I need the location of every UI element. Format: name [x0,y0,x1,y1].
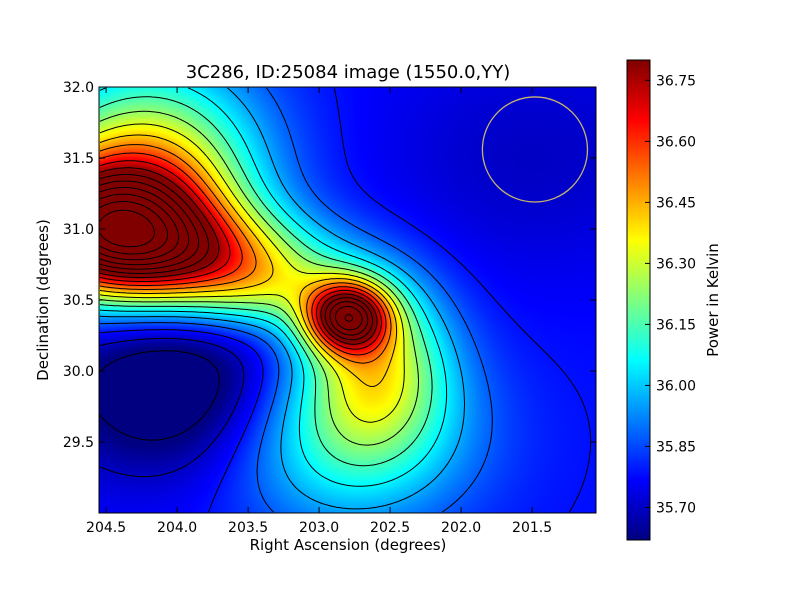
contour-level-2 [99,337,245,478]
contour-level-5 [99,87,465,510]
contour-lines [99,87,592,513]
x-tick-label: 202.5 [370,520,410,536]
colorbar-tick-label: 36.45 [656,195,696,211]
y-tick-label: 30.0 [63,364,94,380]
colorbar-ticks: 35.70 35.85 36.00 36.15 36.30 36.45 36.60 36.75 [645,73,696,516]
y-tick-label: 31.5 [63,151,94,167]
contour-level-16 [99,180,369,336]
contour-level-13 [99,160,382,350]
x-tick-label: 204.0 [157,520,197,536]
y-tick-label: 30.5 [63,293,94,309]
contour-level-20 [99,209,155,248]
colorbar-tick-label: 35.70 [656,500,696,516]
colorbar-tick-label: 36.60 [656,134,696,150]
y-tick-label: 29.5 [63,435,94,451]
plot-area: 204.5 204.0 203.5 203.0 202.5 202.0 201.5 29.5… [63,80,597,536]
colorbar-tick-label: 36.75 [656,73,696,89]
contour-level-10 [99,134,398,387]
colorbar-tick-label: 35.85 [656,439,696,455]
colorbar-tick-label: 36.00 [656,378,696,394]
y-axis-ticks: 29.5 30.0 30.5 31.0 31.5 32.0 [63,80,596,451]
colorbar-frame [626,59,651,541]
contour-level-8 [99,110,419,446]
colorbar-tick-label: 36.30 [656,256,696,272]
y-tick-label: 32.0 [63,80,94,96]
chart-title: 3C286, ID:25084 image (1550.0,YY) [186,62,511,83]
contour-level-18 [99,193,354,322]
x-axis-ticks: 204.5 204.0 203.5 203.0 202.5 202.0 201.5 [86,87,552,536]
contour-level-12 [99,152,387,356]
colorbar: 35.70 35.85 36.00 36.15 36.30 36.45 36.60 36.75… [626,59,722,541]
y-tick-label: 31.0 [63,222,94,238]
contour-level-1 [99,350,220,441]
contour-level-9 [99,123,405,423]
contour-level-17 [99,187,363,331]
contour-level-4 [100,87,493,513]
x-axis-label: Right Ascension (degrees) [250,536,447,554]
heatmap-image [99,87,596,513]
contour-level-7 [99,96,433,467]
colorbar-label: Power in Kelvin [704,243,722,357]
contour-level-11 [99,144,392,364]
x-tick-label: 202.0 [441,520,481,536]
contour-level-6 [99,87,448,487]
x-tick-label: 203.5 [228,520,268,536]
contour-level-3 [99,87,592,513]
colorbar-gradient [627,60,650,540]
contour-level-19 [99,201,169,255]
x-tick-label: 201.5 [512,520,552,536]
contour-level-14 [99,167,378,345]
beam-circle [481,96,589,203]
x-tick-label: 204.5 [86,520,126,536]
y-axis-label: Declination (degrees) [34,219,52,381]
x-tick-label: 203.0 [299,520,339,536]
colorbar-tick-label: 36.15 [656,317,696,333]
contour-level-15 [99,174,374,341]
